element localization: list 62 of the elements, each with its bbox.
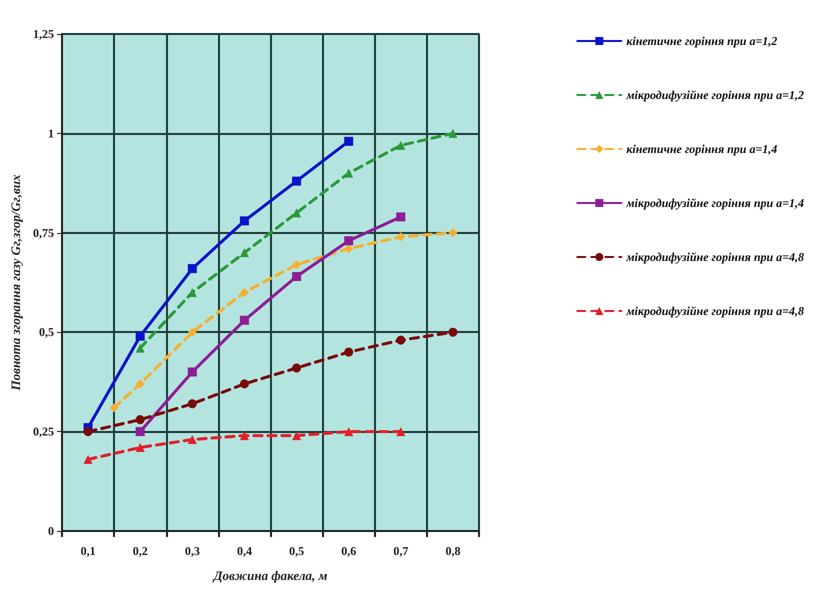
legend-label: мікродифузійне горіння при а=1,4 — [625, 196, 804, 210]
point — [240, 216, 249, 226]
point — [396, 336, 406, 345]
x-tick-label: 0,4 — [236, 544, 252, 558]
point — [396, 427, 406, 436]
point — [448, 328, 458, 337]
y-tick-label: 1,25 — [33, 27, 54, 41]
point — [188, 264, 197, 274]
point — [448, 228, 458, 238]
point — [240, 379, 249, 388]
point — [292, 431, 302, 440]
point — [84, 427, 93, 436]
point — [84, 454, 93, 464]
x-axis-title: Довжина факела, м — [212, 568, 328, 583]
x-tick-label: 0,8 — [445, 544, 460, 558]
point — [292, 260, 302, 270]
point — [396, 140, 406, 150]
point — [292, 176, 302, 186]
x-tick-label: 0,5 — [289, 544, 304, 558]
legend-label: мікродифузійне горіння при а=4,8 — [625, 304, 804, 318]
legend-label: мікродифузійне горіння при а=4,8 — [625, 250, 804, 264]
legend-label: кінетичне горіння при а=1,2 — [626, 34, 778, 48]
point — [344, 244, 354, 254]
y-tick-label: 0 — [48, 524, 54, 538]
x-tick-label: 0,2 — [132, 544, 148, 558]
point — [136, 415, 145, 424]
point — [240, 431, 249, 440]
legend-label: мікродифузійне горіння при а=1,2 — [625, 88, 804, 102]
point — [292, 272, 302, 282]
point — [136, 443, 145, 452]
point — [344, 168, 354, 178]
y-tick-label: 1 — [48, 126, 54, 140]
point — [188, 435, 197, 444]
point — [344, 427, 354, 436]
point — [396, 212, 406, 222]
point — [136, 344, 145, 353]
point — [188, 367, 197, 376]
y-tick-label: 0,25 — [33, 424, 54, 439]
x-tick-label: 0,3 — [184, 544, 200, 558]
point — [396, 232, 406, 242]
point — [292, 363, 302, 372]
point — [240, 316, 249, 325]
point — [136, 427, 145, 436]
point — [188, 399, 197, 408]
point — [344, 236, 354, 246]
y-axis-title: Повнота згорання газу Gг,згор/Gг,вих — [8, 174, 23, 392]
y-tick-label: 0,75 — [33, 226, 54, 240]
point — [448, 128, 458, 138]
legend-label: кінетичне горіння при а=1,4 — [626, 142, 778, 156]
point — [136, 332, 145, 341]
point — [240, 288, 249, 297]
point — [292, 208, 302, 218]
point — [136, 379, 145, 388]
point — [344, 136, 354, 146]
x-tick-label: 0,7 — [393, 544, 408, 558]
point — [110, 403, 119, 412]
x-tick-label: 0,1 — [80, 544, 96, 558]
point — [240, 248, 249, 258]
x-tick-label: 0,6 — [341, 544, 356, 558]
y-tick-label: 0,5 — [39, 325, 54, 340]
point — [188, 328, 197, 337]
point — [344, 348, 354, 357]
